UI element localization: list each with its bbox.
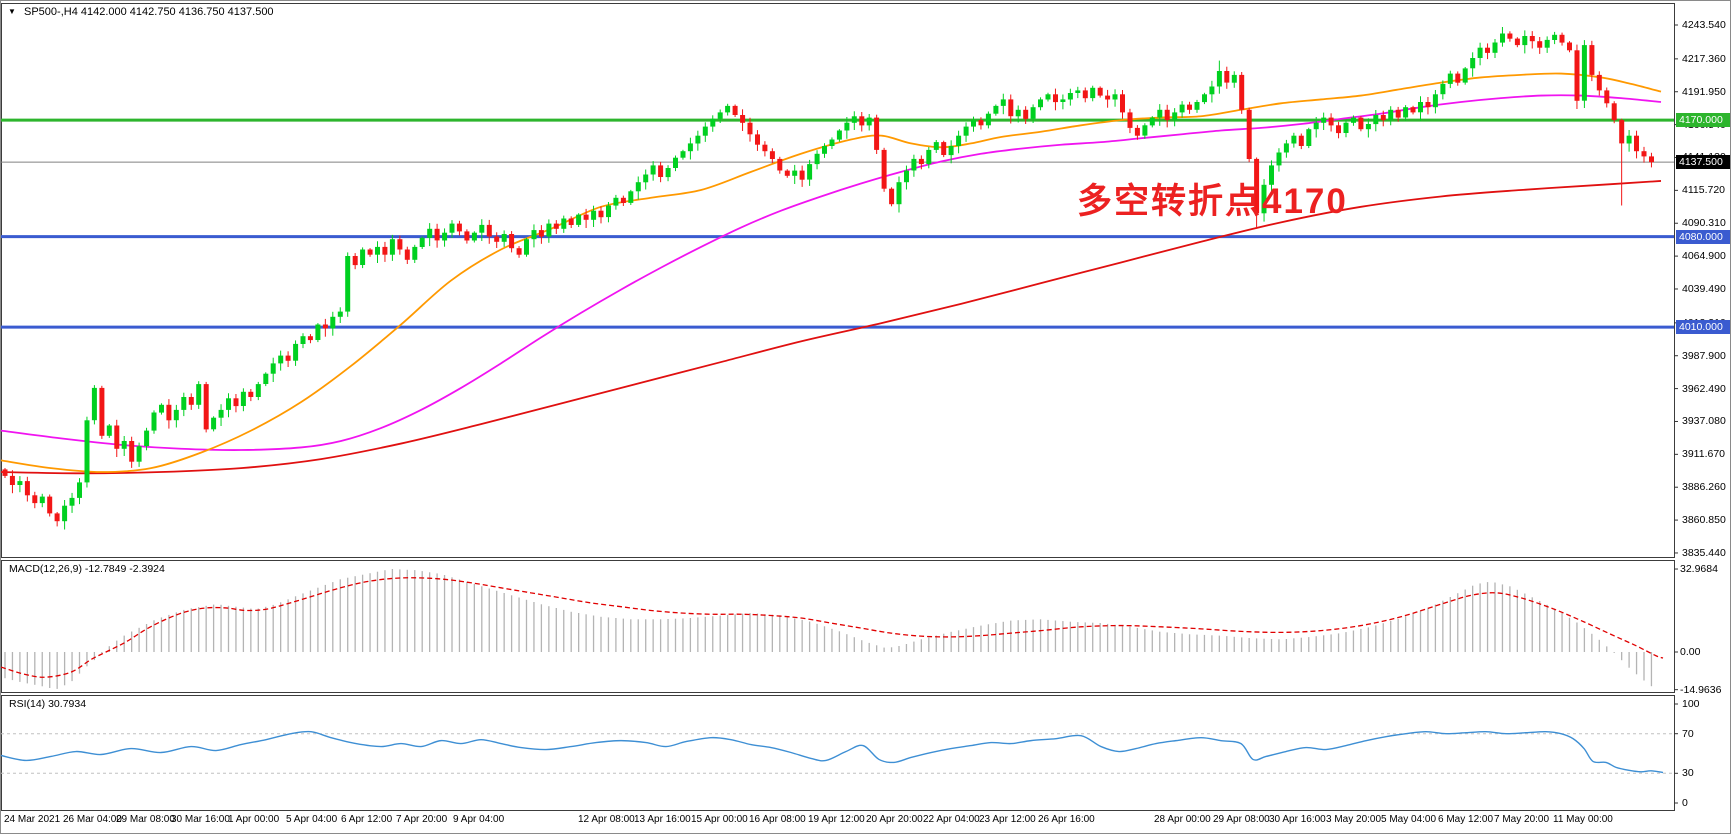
time-tick: 29 Mar 08:00	[116, 814, 175, 825]
price-tick: 4243.540	[1682, 19, 1726, 31]
time-tick: 7 May 20:00	[1494, 814, 1550, 825]
price-tick: 3886.260	[1682, 481, 1726, 494]
rsi-indicator-label: RSI(14) 30.7934	[9, 698, 87, 710]
time-tick: 26 Mar 04:00	[63, 814, 122, 825]
time-tick: 20 Apr 20:00	[866, 814, 923, 825]
time-tick: 1 Apr 00:00	[228, 814, 280, 825]
time-tick: 30 Mar 16:00	[171, 814, 230, 825]
time-tick: 11 May 00:00	[1553, 814, 1613, 825]
price-tick: 4090.310	[1682, 217, 1726, 230]
time-tick: 9 Apr 04:00	[453, 814, 505, 825]
macd-tick: 32.9684	[1680, 563, 1718, 576]
price-tick: 4191.950	[1682, 85, 1726, 98]
time-tick: 5 May 04:00	[1381, 814, 1437, 825]
price-tick: 3911.670	[1682, 448, 1726, 461]
time-tick: 23 Apr 12:00	[979, 814, 1036, 825]
price-tick: 4064.900	[1682, 250, 1726, 263]
time-tick: 6 Apr 12:00	[341, 814, 393, 825]
time-tick: 12 Apr 08:00	[578, 814, 635, 825]
main-chart-panel[interactable]	[1, 3, 1675, 558]
macd-indicator-label: MACD(12,26,9) -12.7849 -2.3924	[9, 563, 165, 575]
time-tick: 7 Apr 20:00	[396, 814, 448, 825]
rsi-panel[interactable]	[1, 695, 1675, 811]
time-tick: 29 Apr 08:00	[1213, 814, 1270, 825]
price-tick: 3860.850	[1682, 514, 1726, 527]
time-tick: 16 Apr 08:00	[749, 814, 806, 825]
time-tick: 19 Apr 12:00	[808, 814, 865, 825]
macd-tick: -14.9636	[1680, 683, 1722, 696]
price-level-tag: 4170.000	[1676, 113, 1730, 128]
rsi-tick: 100	[1682, 698, 1700, 710]
price-tick: 3987.900	[1682, 349, 1726, 362]
rsi-tick: 30	[1682, 767, 1694, 780]
time-tick: 6 May 12:00	[1438, 814, 1494, 825]
time-tick: 15 Apr 00:00	[691, 814, 748, 825]
time-tick: 28 Apr 00:00	[1154, 814, 1211, 825]
time-tick: 5 Apr 04:00	[286, 814, 338, 825]
rsi-tick: 70	[1682, 727, 1694, 740]
time-tick: 3 May 20:00	[1326, 814, 1382, 825]
price-tick: 3835.440	[1682, 546, 1726, 559]
time-tick: 22 Apr 04:00	[923, 814, 980, 825]
rsi-tick: 0	[1682, 797, 1688, 809]
chart-title: SP500-,H4 4142.000 4142.750 4136.750 413…	[24, 6, 274, 18]
time-tick: 26 Apr 16:00	[1038, 814, 1095, 825]
time-tick: 30 Apr 16:00	[1269, 814, 1326, 825]
annotation-text: 多空转折点4170	[1077, 182, 1348, 221]
time-tick: 24 Mar 2021	[4, 814, 61, 825]
price-axis[interactable]	[1675, 1, 1730, 833]
time-tick: 13 Apr 16:00	[634, 814, 691, 825]
price-tick: 3937.080	[1682, 415, 1726, 428]
price-tick: 3962.490	[1682, 382, 1726, 395]
macd-tick: 0.00	[1680, 646, 1701, 658]
chart-dropdown-icon[interactable]: ▼	[8, 7, 16, 16]
price-tick: 4217.360	[1682, 52, 1726, 65]
price-level-tag: 4137.500	[1676, 155, 1730, 170]
price-tick: 4039.490	[1682, 282, 1726, 295]
price-tick: 4115.720	[1682, 184, 1726, 197]
price-level-tag: 4080.000	[1676, 229, 1730, 244]
price-level-tag: 4010.000	[1676, 320, 1730, 335]
macd-panel[interactable]	[1, 560, 1675, 693]
